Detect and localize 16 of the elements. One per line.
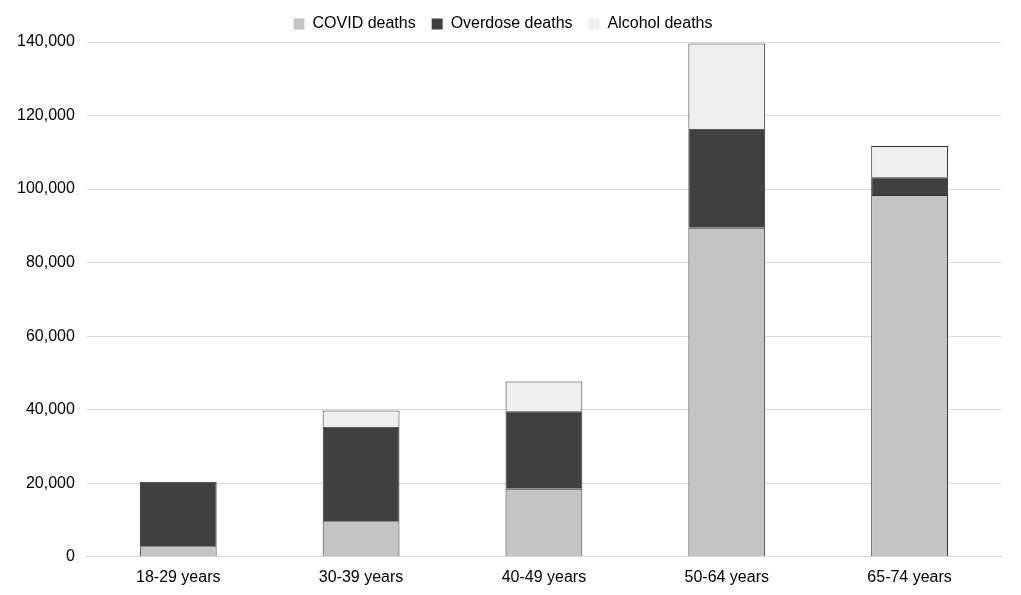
y-tick-label: 120,000 — [16, 105, 75, 123]
legend-label: Overdose deaths — [450, 14, 573, 32]
y-tick-label: 60,000 — [25, 326, 75, 344]
y-tick-label: 0 — [65, 547, 75, 565]
legend-label: Alcohol deaths — [607, 14, 713, 32]
y-tick-label: 140,000 — [16, 32, 75, 50]
y-tick-label: 100,000 — [16, 179, 75, 197]
y-tick-label: 20,000 — [25, 473, 75, 491]
x-tick-label: 40-49 years — [501, 567, 587, 585]
x-tick-label: 50-64 years — [684, 567, 769, 585]
x-tick-label: 30-39 years — [318, 567, 404, 585]
x-tick-label: 18-29 years — [136, 567, 221, 585]
y-tick-label: 80,000 — [25, 253, 75, 271]
legend-label: COVID deaths — [312, 14, 416, 32]
y-tick-label: 40,000 — [25, 400, 75, 418]
x-tick-label: 65-74 years — [867, 567, 952, 585]
